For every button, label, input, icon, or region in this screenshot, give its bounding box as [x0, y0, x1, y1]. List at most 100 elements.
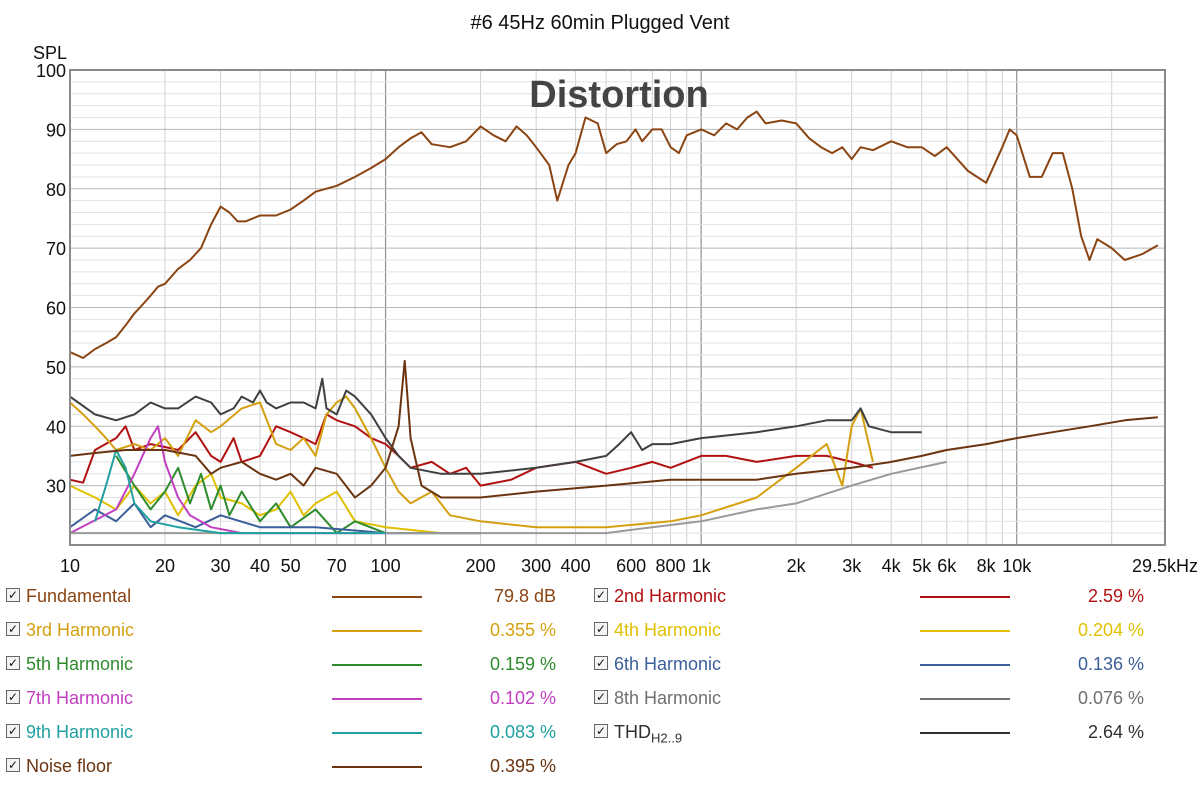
y-tick-label: 70: [46, 239, 66, 259]
legend-line-swatch: [920, 664, 1010, 666]
legend-item-6th-harmonic[interactable]: ✓ 6th Harmonic 0.136 %: [594, 652, 1154, 676]
legend-label: 9th Harmonic: [26, 722, 134, 742]
y-tick-label: 60: [46, 299, 66, 319]
legend-label: 6th Harmonic: [614, 654, 722, 674]
chart-watermark: Distortion: [529, 74, 708, 116]
x-tick-label: 6k: [937, 556, 957, 576]
y-tick-label: 30: [46, 477, 66, 497]
legend-label: Fundamental: [26, 586, 132, 606]
legend-value: 0.083 %: [489, 722, 556, 742]
legend-item-9th-harmonic[interactable]: ✓ 9th Harmonic 0.083 %: [6, 720, 566, 744]
legend-line-swatch: [920, 596, 1010, 598]
legend-checkbox[interactable]: ✓: [6, 690, 20, 704]
legend-label: 8th Harmonic: [614, 688, 722, 708]
y-tick-label: 40: [46, 417, 66, 437]
legend-checkbox[interactable]: ✓: [6, 758, 20, 772]
x-tick-label: 29.5kHz: [1132, 556, 1198, 576]
legend-item-7th-harmonic[interactable]: ✓ 7th Harmonic 0.102 %: [6, 686, 566, 710]
legend-item-8th-harmonic[interactable]: ✓ 8th Harmonic 0.076 %: [594, 686, 1154, 710]
series-line-2nd-harmonic: [70, 413, 874, 487]
x-tick-label: 800: [656, 556, 686, 576]
legend-value: 0.076 %: [1077, 688, 1144, 708]
legend-label: 3rd Harmonic: [26, 620, 135, 640]
x-tick-label: 10: [60, 556, 80, 576]
chart-title: #6 45Hz 60min Plugged Vent: [470, 12, 730, 34]
legend-item-noise-floor[interactable]: ✓ Noise floor 0.395 %: [6, 754, 566, 778]
chart-canvas: #6 45Hz 60min Plugged Vent SPL 100 90 80 70…: [33, 12, 1198, 576]
series-line-4th-harmonic: [70, 472, 481, 535]
x-tick-label: 1k: [692, 556, 712, 576]
legend-checkbox[interactable]: ✓: [594, 622, 608, 636]
y-tick-label: 50: [46, 358, 66, 378]
legend-value: 0.204 %: [1077, 620, 1144, 640]
legend-line-swatch: [920, 630, 1010, 632]
x-tick-label: 3k: [842, 556, 862, 576]
x-tick-label: 50: [281, 556, 301, 576]
legend-label: 4th Harmonic: [614, 620, 722, 640]
legend-item-fundamental[interactable]: ✓ Fundamental 79.8 dB: [6, 584, 566, 608]
legend-item-4th-harmonic[interactable]: ✓ 4th Harmonic 0.204 %: [594, 618, 1154, 642]
legend-value: 0.355 %: [489, 620, 556, 640]
x-tick-label: 30: [211, 556, 231, 576]
series-line-6th-harmonic: [70, 502, 481, 535]
legend-value: 79.8 dB: [493, 586, 556, 606]
y-tick-label: 80: [46, 180, 66, 200]
legend-line-swatch: [332, 596, 422, 598]
legend-item-5th-harmonic[interactable]: ✓ 5th Harmonic 0.159 %: [6, 652, 566, 676]
x-tick-label: 5k: [912, 556, 932, 576]
legend-line-swatch: [332, 698, 422, 700]
y-tick-label: 90: [46, 120, 66, 140]
series-line-fundamental: [70, 110, 1159, 359]
series-line-thd: [70, 377, 922, 475]
legend-checkbox[interactable]: ✓: [6, 724, 20, 738]
legend-value: 2.64 %: [1087, 722, 1144, 742]
x-tick-label: 2k: [787, 556, 807, 576]
legend-label: 7th Harmonic: [26, 688, 134, 708]
series-group: [70, 110, 1159, 535]
x-tick-label: 8k: [977, 556, 997, 576]
legend-checkbox[interactable]: ✓: [594, 656, 608, 670]
legend-label-subscript: H2..9: [651, 730, 683, 746]
legend-line-swatch: [920, 698, 1010, 700]
x-tick-label: 100: [371, 556, 401, 576]
legend-label: 5th Harmonic: [26, 654, 134, 674]
legend-checkbox[interactable]: ✓: [594, 588, 608, 602]
legend-line-swatch: [332, 664, 422, 666]
legend-item-2nd-harmonic[interactable]: ✓ 2nd Harmonic 2.59 %: [594, 584, 1154, 608]
legend-label: Noise floor: [26, 756, 113, 776]
legend-checkbox[interactable]: ✓: [594, 690, 608, 704]
y-axis-label: SPL: [33, 43, 67, 63]
axis-ticks: 100 90 80 70 60 50 40 30 10 20 30 40 50 70 100 200 300 40…: [36, 61, 1198, 576]
legend-checkbox[interactable]: ✓: [6, 656, 20, 670]
legend-checkbox[interactable]: ✓: [6, 622, 20, 636]
x-tick-label: 70: [327, 556, 347, 576]
legend-line-swatch: [332, 732, 422, 734]
legend-value: 0.395 %: [489, 756, 556, 776]
x-tick-label: 40: [250, 556, 270, 576]
x-tick-label: 400: [561, 556, 591, 576]
grid: [69, 69, 1165, 546]
legend: ✓ Fundamental 79.8 dB ✓ 2nd Harmonic 2.59 % ✓ 3…: [0, 584, 1200, 792]
series-line-3rd-harmonic: [70, 395, 874, 529]
legend-label: 2nd Harmonic: [614, 586, 727, 606]
legend-item-thd[interactable]: ✓ THDH2..9 2.64 %: [594, 720, 1154, 746]
legend-value: 0.136 %: [1077, 654, 1144, 674]
x-tick-label: 200: [466, 556, 496, 576]
plot-frame: [69, 69, 1166, 546]
x-tick-label: 600: [616, 556, 646, 576]
series-line-9th-harmonic: [94, 449, 386, 535]
legend-label: THDH2..9: [614, 722, 683, 746]
x-tick-label: 20: [155, 556, 175, 576]
legend-line-swatch: [920, 732, 1010, 734]
x-tick-label: 4k: [882, 556, 902, 576]
legend-line-swatch: [332, 766, 422, 768]
legend-item-3rd-harmonic[interactable]: ✓ 3rd Harmonic 0.355 %: [6, 618, 566, 642]
legend-value: 0.159 %: [489, 654, 556, 674]
x-tick-label: 10k: [1002, 556, 1032, 576]
y-tick-label: 100: [36, 61, 66, 81]
x-tick-label: 300: [521, 556, 551, 576]
legend-value: 2.59 %: [1087, 586, 1144, 606]
legend-checkbox[interactable]: ✓: [6, 588, 20, 602]
legend-line-swatch: [332, 630, 422, 632]
legend-checkbox[interactable]: ✓: [594, 724, 608, 738]
